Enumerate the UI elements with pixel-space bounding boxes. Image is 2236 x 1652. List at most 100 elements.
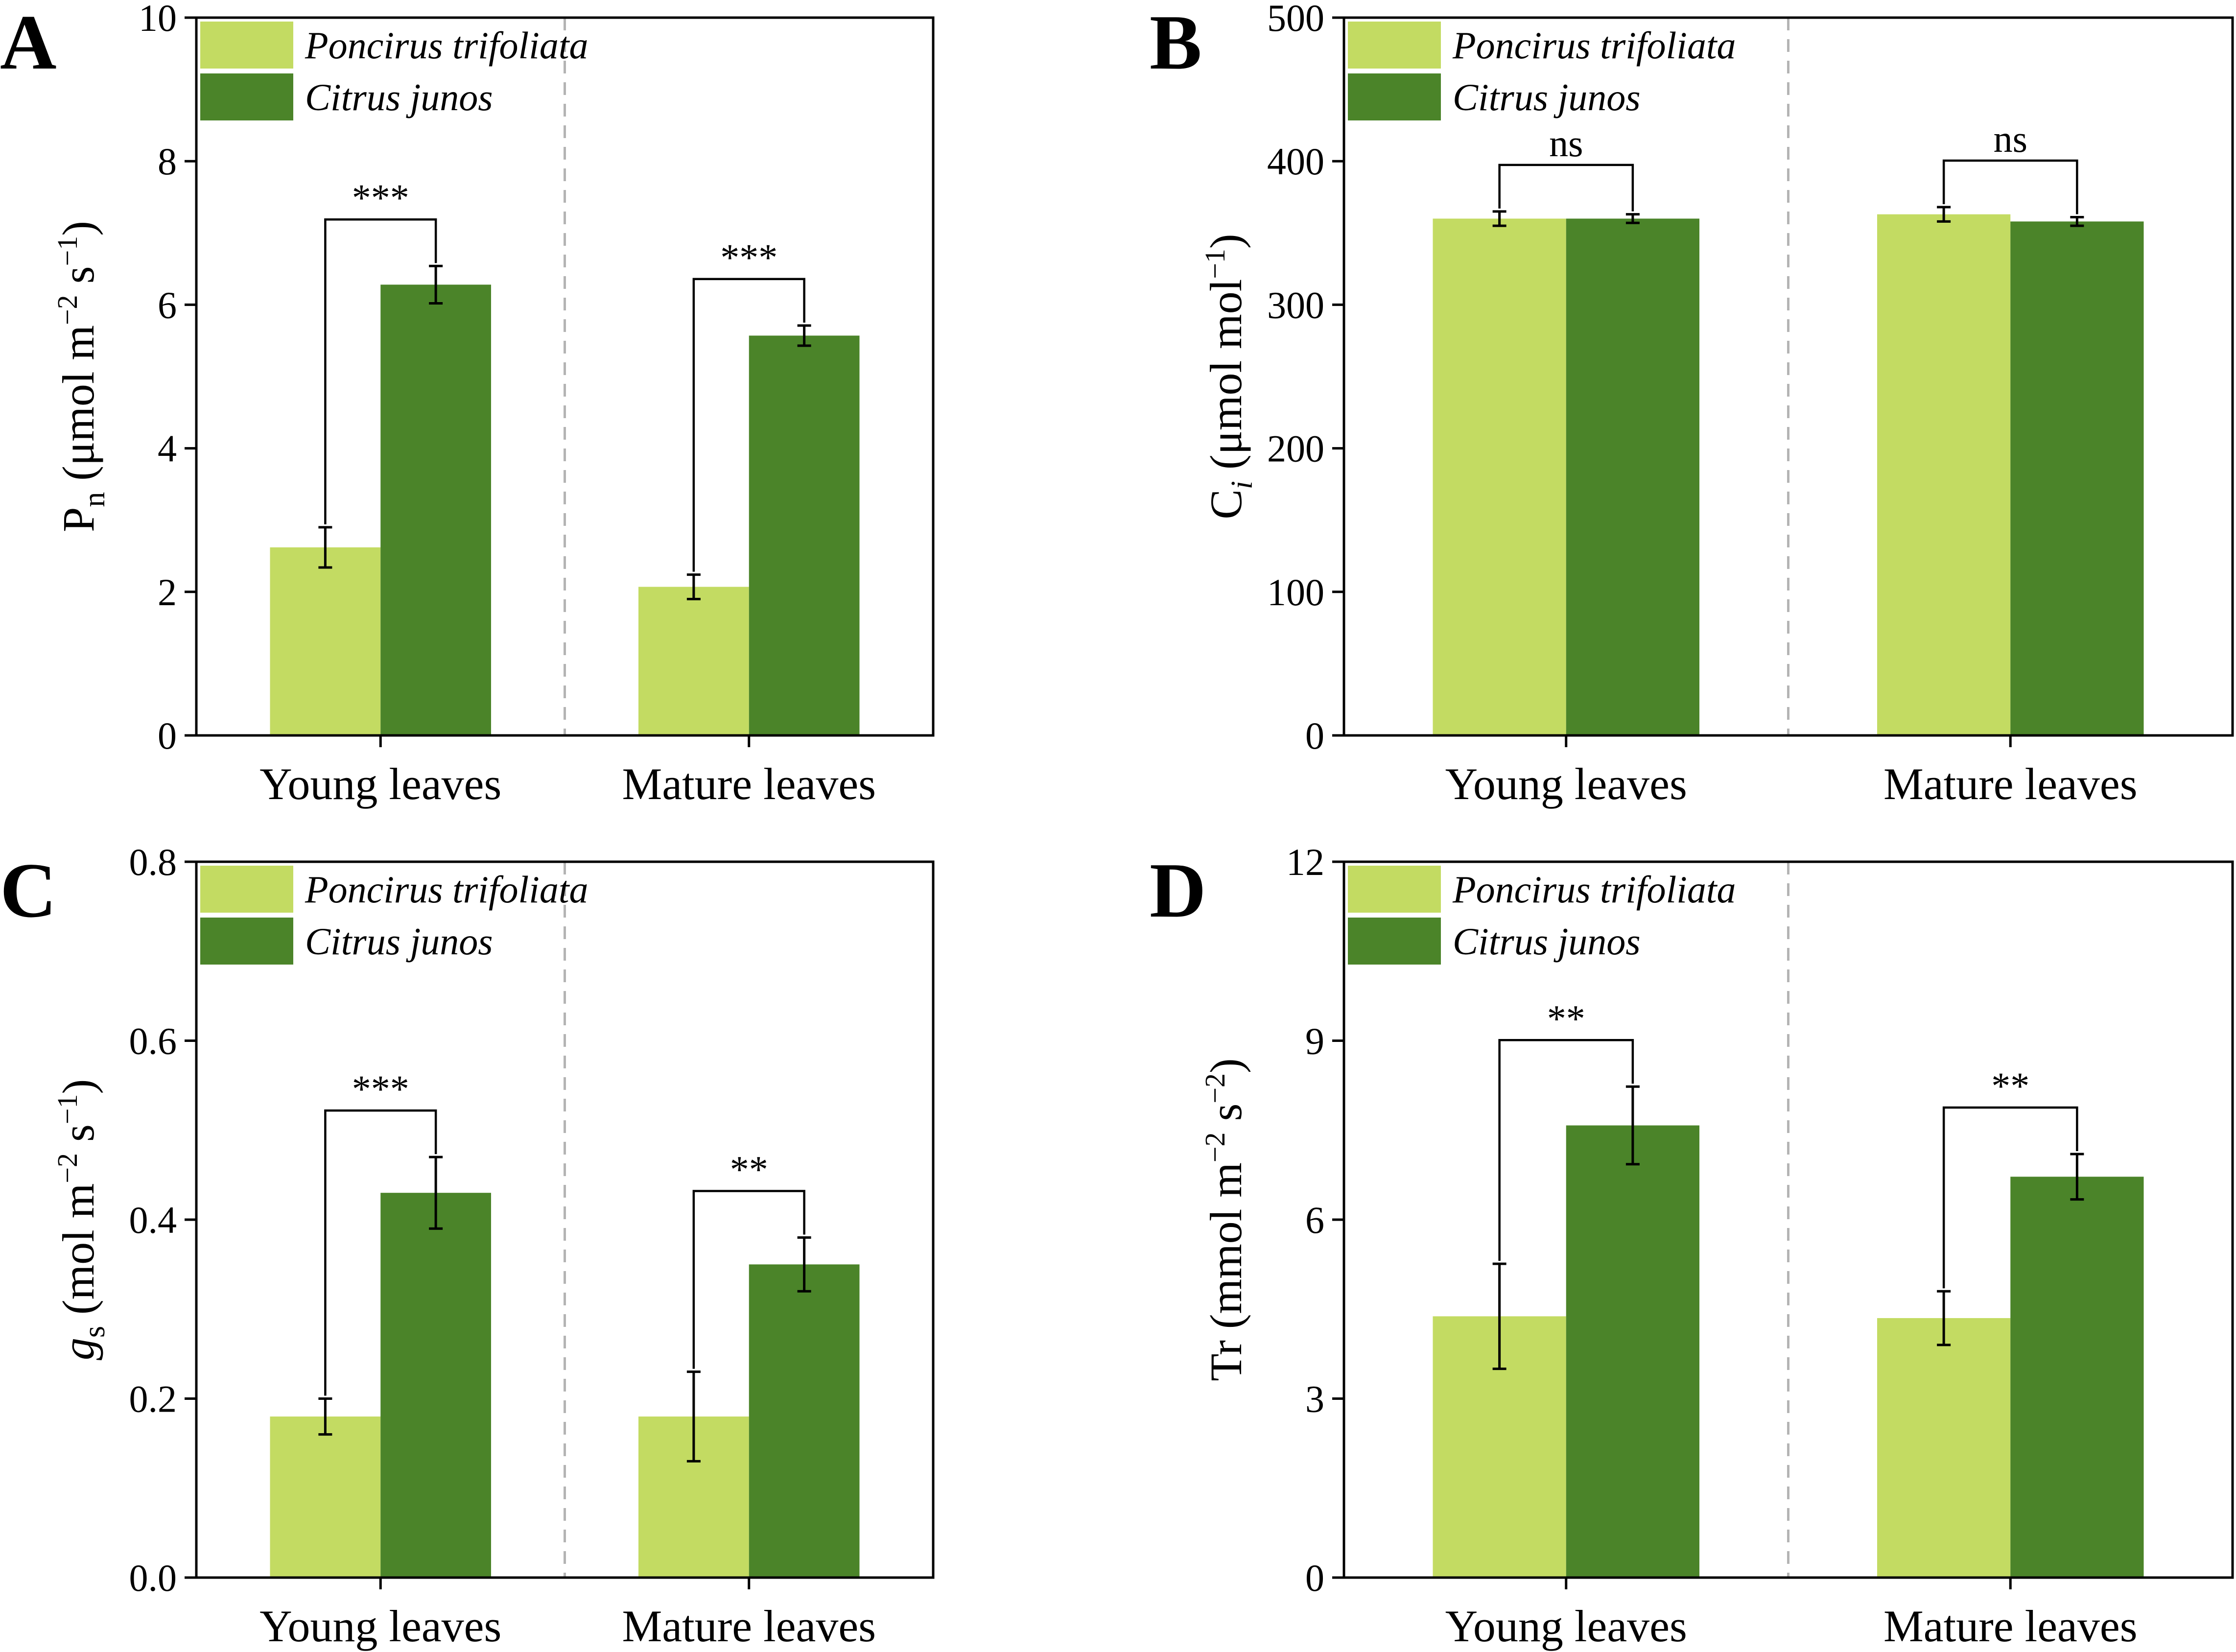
error-bar [318, 526, 332, 569]
y-axis-label-main: C [1201, 489, 1251, 519]
y-axis-label-part: ) [53, 1079, 103, 1094]
y-tick-label: 100 [1267, 571, 1324, 614]
y-tick-label: 0.2 [129, 1378, 177, 1420]
legend-label: Poncirus trifoliata [305, 868, 588, 911]
y-axis-label-part: ) [1201, 1058, 1251, 1073]
significance-label: ** [1991, 1064, 2029, 1107]
significance-bracket [324, 1109, 437, 1396]
y-tick-label: 6 [158, 283, 177, 326]
legend-swatch-citrus [1348, 73, 1441, 120]
y-axis-label-main: Tr [1201, 1340, 1251, 1381]
legend-label: Poncirus trifoliata [1452, 24, 1736, 67]
bar-citrus-young [380, 284, 491, 735]
bar-poncirus-young [270, 1416, 381, 1578]
legend-swatch-poncirus [1348, 866, 1441, 913]
significance-label: ** [730, 1148, 768, 1191]
error-bar [1492, 210, 1506, 227]
y-axis-label-main: P [53, 507, 103, 532]
significance-label: ns [1994, 118, 2027, 160]
panel-A: A *** *** 0 2 4 6 8 10 Young leaves Mature leaves P… [0, 0, 935, 809]
y-axis-label-part: −1 [1199, 249, 1231, 279]
y-axis-label-part: s [1201, 1104, 1251, 1133]
legend-swatch-poncirus [1348, 22, 1441, 69]
y-axis-label-part: s [53, 266, 103, 295]
significance-bracket [324, 218, 437, 524]
y-tick-label: 0.4 [129, 1199, 177, 1241]
panel-letter: C [0, 847, 57, 934]
panel-letter: A [0, 0, 57, 86]
legend-swatch-poncirus [200, 22, 293, 69]
y-tick-label: 12 [1286, 841, 1324, 883]
y-tick-label: 300 [1267, 283, 1324, 326]
significance-bracket [1498, 164, 1634, 212]
bar-poncirus-young [270, 547, 381, 735]
error-bar [797, 1236, 811, 1293]
panel-D: D ** ** 0 3 6 9 12 Young leaves Mature leaves Ponc… [1150, 841, 2234, 1651]
y-tick-label: 0.0 [129, 1557, 177, 1599]
y-axis-label-part: (mol m [53, 1183, 103, 1326]
y-tick-label: 6 [1305, 1199, 1324, 1241]
bar-poncirus-mature [1877, 214, 2011, 736]
y-axis-label-part: (μmol mol [1201, 279, 1251, 481]
significance-bracket [1942, 1106, 2078, 1289]
error-bar [1937, 1290, 1951, 1346]
y-tick-label: 2 [158, 571, 177, 614]
error-bar [686, 573, 701, 600]
error-bar [1492, 1262, 1506, 1370]
bar-citrus-young [1566, 1125, 1699, 1578]
y-axis-label-sub: i [1225, 481, 1259, 489]
y-axis-label-part: ) [53, 221, 103, 236]
x-category-label: Young leaves [259, 1601, 501, 1651]
y-axis-label-sub: s [78, 1326, 111, 1338]
legend-label: Citrus junos [305, 76, 493, 118]
y-tick-label: 400 [1267, 140, 1324, 183]
y-tick-label: 3 [1305, 1378, 1324, 1420]
y-tick-label: 9 [1305, 1020, 1324, 1062]
error-bar [797, 324, 811, 347]
legend-label: Poncirus trifoliata [1452, 868, 1736, 911]
error-bar [2070, 216, 2084, 227]
y-axis-label-part: s [53, 1124, 103, 1153]
panel-letter: B [1150, 0, 1202, 86]
significance-label: ** [1547, 997, 1585, 1039]
legend-swatch-poncirus [200, 866, 293, 913]
y-tick-label: 0.6 [129, 1020, 177, 1062]
y-tick-label: 0.8 [129, 841, 177, 883]
y-tick-label: 500 [1267, 0, 1324, 39]
error-bar [2070, 1153, 2084, 1201]
y-tick-label: 0 [1305, 1557, 1324, 1599]
y-axis-label-part: (mmol m [1201, 1162, 1251, 1340]
bar-citrus-mature [2010, 1177, 2144, 1578]
legend-swatch-citrus [200, 73, 293, 120]
bar-citrus-mature [2010, 221, 2144, 735]
y-tick-label: 0 [158, 714, 177, 757]
legend-swatch-citrus [1348, 918, 1441, 965]
y-tick-label: 8 [158, 140, 177, 183]
x-category-label: Mature leaves [1883, 759, 2138, 809]
legend-label: Citrus junos [1453, 76, 1641, 118]
error-bar [686, 1370, 701, 1463]
y-axis-label-part: −2 [51, 1153, 83, 1183]
y-axis-label-part: −2 [51, 295, 83, 325]
y-axis-label-part: −2 [1199, 1132, 1231, 1162]
plot-frame [1342, 16, 2234, 737]
significance-bracket [692, 1190, 805, 1369]
significance-label: *** [352, 1067, 409, 1110]
bar-citrus-mature [749, 1264, 860, 1578]
y-axis-label-part: ) [1201, 234, 1251, 249]
x-category-label: Young leaves [1445, 1601, 1687, 1651]
plot-frame [195, 16, 935, 737]
x-category-label: Mature leaves [622, 1601, 876, 1651]
panel-B: Bns ns 0 100 200 300 400 500 Young leaves Mature … [1150, 0, 2234, 809]
bar-poncirus-young [1433, 218, 1566, 736]
legend-swatch-citrus [200, 918, 293, 965]
x-category-label: Young leaves [1445, 759, 1687, 809]
y-axis-label-part: −1 [51, 236, 83, 266]
y-axis-label-part: −2 [1199, 1073, 1231, 1104]
y-tick-label: 10 [139, 0, 177, 39]
significance-bracket [1498, 1039, 1634, 1261]
y-tick-label: 0 [1305, 714, 1324, 757]
bar-poncirus-mature [1877, 1318, 2011, 1578]
